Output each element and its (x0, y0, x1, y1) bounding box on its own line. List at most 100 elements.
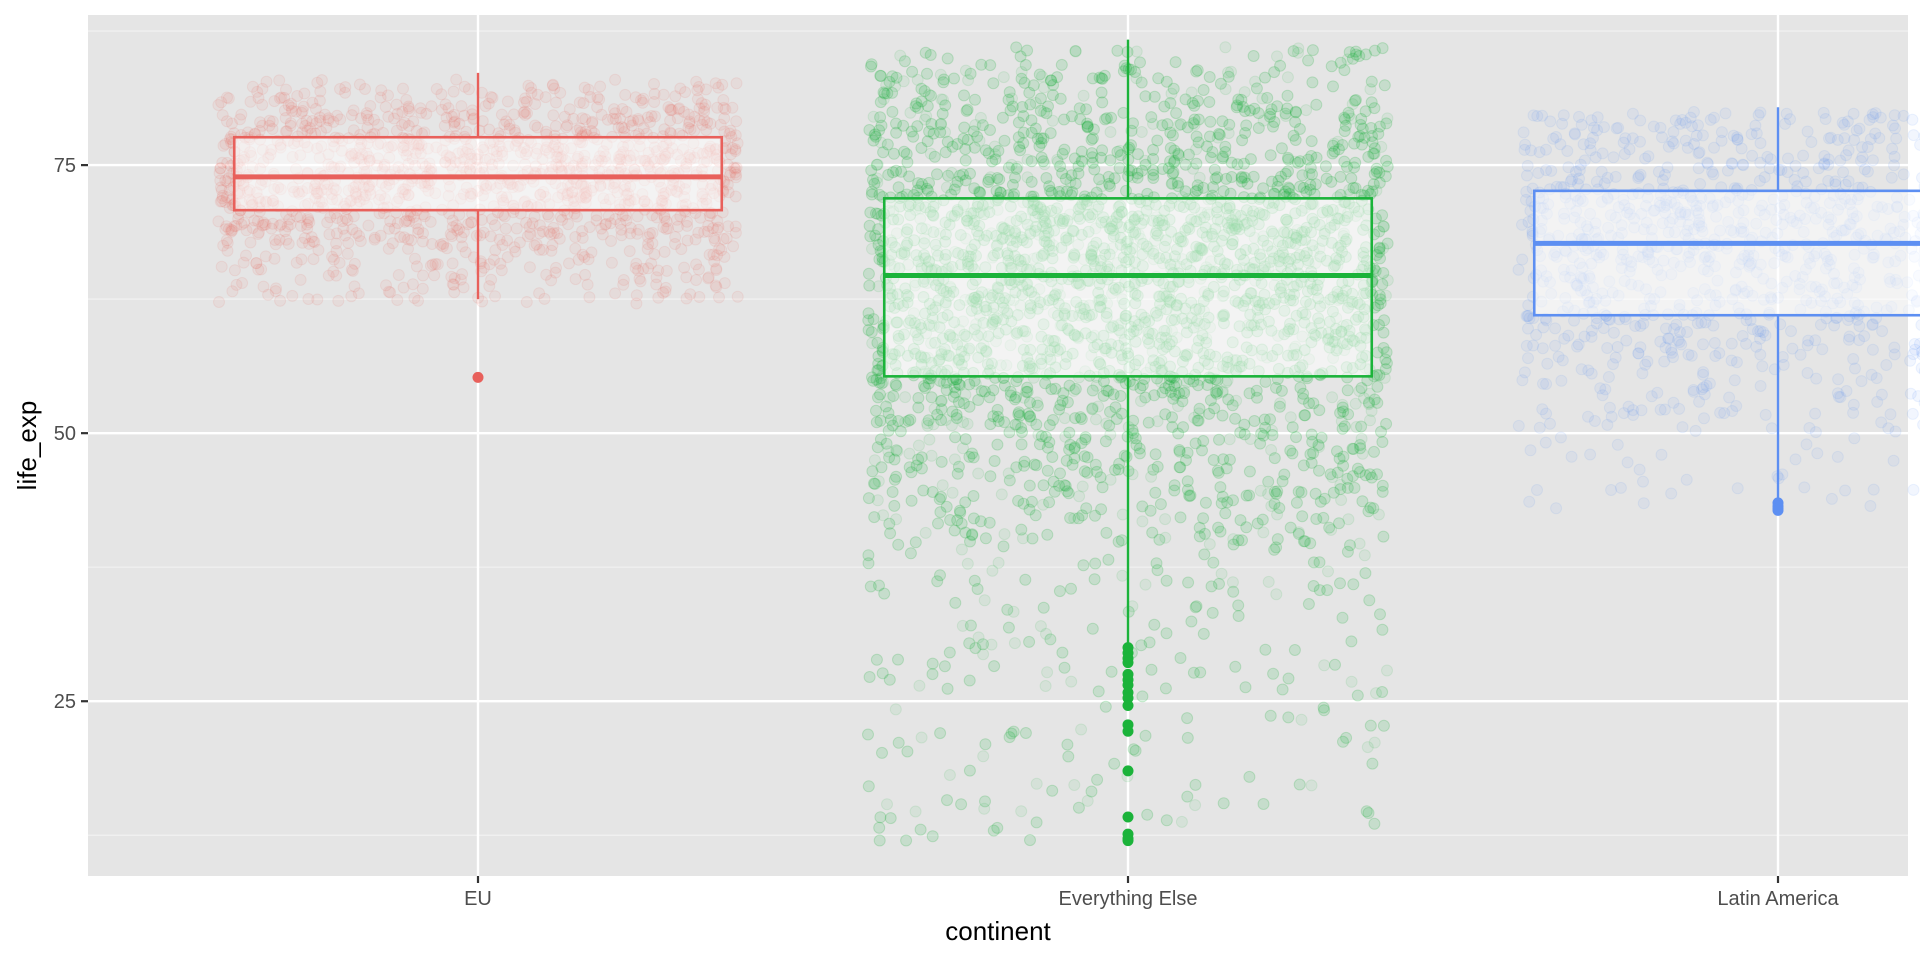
jitter-point (518, 96, 530, 109)
jitter-point (342, 236, 355, 249)
jitter-point (646, 209, 659, 222)
jitter-point (446, 278, 459, 291)
jitter-point (236, 277, 249, 289)
jitter-point (1247, 50, 1260, 62)
jitter-point (585, 246, 598, 259)
jitter-point (256, 219, 269, 232)
jitter-point (1159, 682, 1172, 695)
jitter-point (402, 119, 415, 132)
jitter-point (909, 805, 922, 818)
jitter-point (495, 108, 508, 121)
jitter-point (614, 112, 626, 125)
jitter-point (932, 517, 944, 530)
jitter-point (688, 110, 701, 123)
jitter-point (612, 121, 625, 134)
jitter-point (302, 214, 315, 226)
jitter-point (620, 105, 633, 118)
jitter-point (392, 269, 405, 281)
jitter-point (215, 181, 227, 194)
jitter-point (489, 290, 501, 303)
jitter-point (561, 119, 574, 132)
jitter-point (219, 138, 232, 150)
jitter-point (1151, 564, 1164, 577)
jitter-point (362, 113, 375, 126)
jitter-point (657, 286, 670, 299)
jitter-point (976, 119, 989, 132)
jitter-point (729, 145, 742, 157)
jitter-point (991, 821, 1004, 834)
jitter-point (1134, 56, 1146, 69)
jitter-point (285, 97, 298, 110)
jitter-point (708, 255, 721, 268)
jitter-point (664, 103, 677, 116)
jitter-point (282, 237, 295, 250)
jitter-point (222, 222, 235, 235)
jitter-point (1310, 98, 1323, 111)
jitter-point (550, 261, 562, 274)
jitter-point (1234, 426, 1247, 439)
jitter-point (398, 231, 411, 244)
jitter-point (659, 281, 672, 294)
jitter-point (635, 94, 647, 107)
jitter-point (308, 236, 321, 248)
jitter-point (1282, 672, 1295, 685)
jitter-point (286, 289, 299, 302)
jitter-point (674, 82, 687, 95)
jitter-point (694, 211, 707, 224)
jitter-point (498, 118, 511, 131)
jitter-point (711, 223, 724, 236)
jitter-point (731, 290, 744, 303)
jitter-point (704, 117, 717, 130)
jitter-point (457, 226, 470, 239)
jitter-point (424, 259, 437, 272)
jitter-point (1215, 567, 1228, 580)
jitter-point (1075, 723, 1088, 736)
jitter-point (483, 280, 496, 293)
jitter-point (671, 112, 684, 125)
jitter-point (266, 115, 279, 128)
jitter-point (408, 292, 421, 304)
jitter-point (1281, 71, 1294, 84)
jitter-point (567, 112, 580, 125)
jitter-point (684, 288, 697, 301)
jitter-point (353, 230, 366, 242)
jitter-point (403, 105, 416, 118)
jitter-point (669, 231, 682, 243)
jitter-point (257, 280, 270, 293)
jitter-point (710, 264, 723, 276)
jitter-point (604, 217, 617, 230)
jitter-point (724, 166, 737, 179)
jitter-point (268, 252, 281, 265)
jitter-point (874, 811, 887, 824)
jitter-point (1381, 664, 1393, 677)
jitter-point (368, 231, 381, 244)
jitter-point (455, 231, 468, 244)
jitter-point (692, 263, 705, 276)
jitter-point (713, 291, 725, 304)
jitter-point (1034, 620, 1047, 633)
jitter-point (683, 115, 696, 128)
jitter-point (416, 282, 429, 295)
jitter-point (675, 243, 688, 256)
jitter-point (571, 210, 583, 223)
jitter-point (346, 223, 359, 236)
jitter-point (314, 85, 327, 98)
jitter-point (518, 105, 531, 118)
jitter-point (256, 98, 269, 111)
jitter-point (609, 287, 622, 300)
jitter-point (388, 222, 401, 235)
jitter-point (889, 703, 902, 716)
jitter-point (212, 99, 225, 111)
jitter-point (330, 227, 343, 240)
jitter-point (1267, 667, 1280, 680)
jitter-point (664, 104, 677, 117)
jitter-point (214, 174, 227, 187)
jitter-point (1293, 778, 1306, 791)
jitter-point (1169, 56, 1182, 69)
jitter-point (274, 294, 287, 307)
jitter-point (412, 223, 425, 236)
jitter-point (1090, 413, 1102, 426)
jitter-point (273, 233, 286, 246)
jitter-point (437, 237, 450, 250)
jitter-point (579, 268, 592, 281)
